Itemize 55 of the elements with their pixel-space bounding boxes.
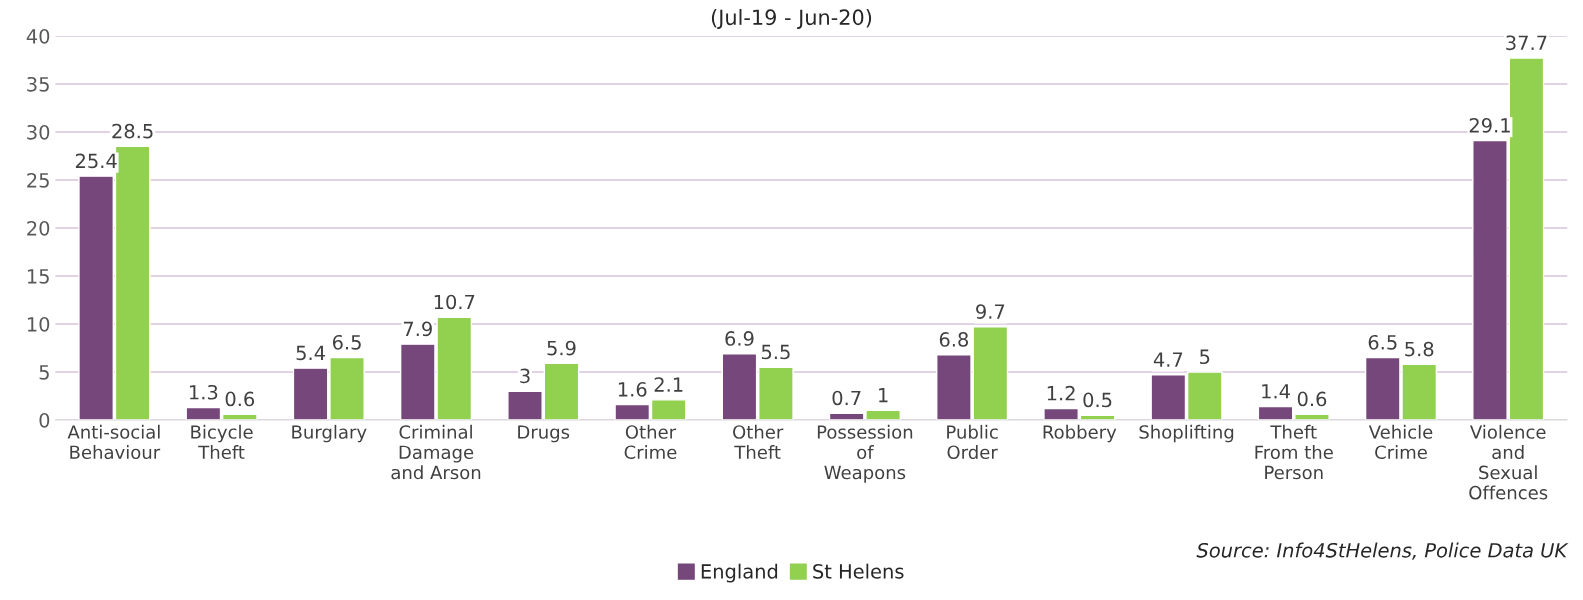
y-tick-label: 0	[39, 412, 50, 428]
y-tick-label: 25	[27, 172, 49, 188]
data-label: 7.9	[403, 321, 432, 337]
x-tick-label: Bicycle Theft	[191, 424, 253, 460]
data-label: 6.5	[1368, 334, 1397, 350]
y-tick-label: 10	[27, 316, 50, 332]
data-label: 2.1	[654, 377, 683, 392]
data-label: 6.9	[725, 331, 754, 346]
data-label: 37.7	[1506, 35, 1547, 51]
data-label: 5	[1200, 349, 1210, 365]
data-label: 1.2	[1047, 385, 1075, 401]
data-label: 0.6	[225, 391, 255, 407]
data-label: 0.6	[1297, 391, 1327, 407]
data-label: 1	[879, 388, 888, 403]
x-tick-label: Burglary	[292, 424, 367, 443]
data-label: 6.8	[939, 332, 969, 347]
x-tick-label: Anti-social Behaviour	[67, 424, 161, 460]
x-tick-label: Shoplifting	[1139, 424, 1234, 443]
data-label: 1.6	[618, 382, 647, 397]
x-tick-label: Theft From the Person	[1255, 424, 1333, 480]
y-tick-label: 35	[27, 76, 49, 92]
y-tick-label: 20	[27, 220, 50, 236]
chart-title: (Jul-19 - Jun-20)	[711, 9, 872, 29]
data-label: 9.7	[976, 304, 1005, 319]
y-tick-label: 40	[26, 28, 50, 44]
data-label: 25.4	[75, 153, 117, 169]
x-tick-label: Violence and Sexual Offences	[1469, 424, 1548, 500]
legend-label: St Helens	[813, 563, 904, 579]
x-tick-label: Public Order	[947, 424, 998, 460]
x-tick-label: Robbery	[1043, 424, 1117, 443]
data-label: 1.4	[1262, 384, 1290, 399]
y-tick-label: 5	[39, 365, 49, 380]
data-label: 0.5	[1083, 392, 1112, 408]
data-label: 4.7	[1153, 352, 1183, 367]
x-tick-label: Other Crime	[624, 424, 677, 460]
data-label: 5.8	[1405, 341, 1434, 357]
data-label: 10.7	[434, 294, 475, 310]
y-tick-label: 15	[27, 269, 49, 284]
data-label: 1.3	[190, 384, 218, 400]
x-tick-label: Drugs	[518, 425, 570, 443]
legend-label: England	[701, 563, 778, 583]
data-label: 3	[520, 368, 530, 384]
data-label: 5.4	[296, 345, 325, 361]
x-tick-label: Criminal Damage and Arson	[391, 424, 481, 480]
x-tick-label: Vehicle Crime	[1368, 424, 1433, 460]
source-note: Source: Info4StHelens, Police Data UK	[1196, 542, 1569, 560]
data-label: 6.5	[332, 334, 361, 350]
data-label: 28.5	[112, 123, 153, 139]
y-tick-label: 30	[27, 124, 50, 140]
data-label: 29.1	[1469, 118, 1510, 133]
data-label: 0.7	[832, 390, 861, 406]
data-label: 5.9	[547, 340, 576, 356]
x-tick-label: Other Theft	[733, 424, 784, 460]
data-label: 5.5	[761, 344, 790, 360]
x-tick-label: Possession of Weapons	[817, 424, 913, 483]
